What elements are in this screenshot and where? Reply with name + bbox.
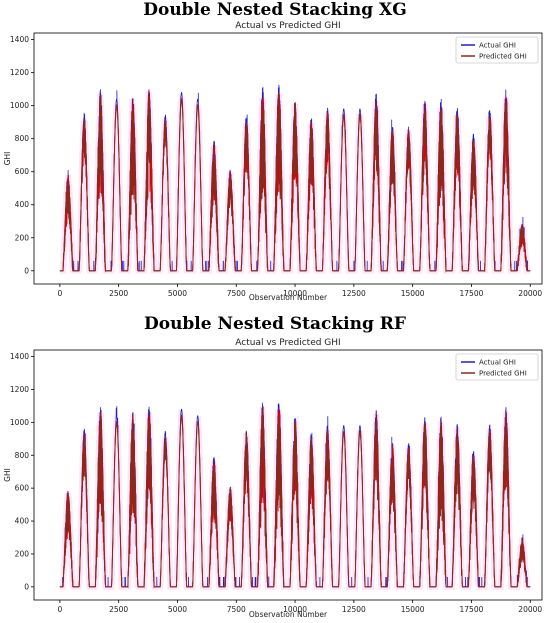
legend-label: Actual GHI — [479, 42, 516, 50]
x-tick-label: 12500 — [342, 605, 366, 614]
axes-frame — [33, 32, 543, 285]
chart-rf: Actual vs Predicted GHI 0 2500 5000 7500 1000… — [3, 338, 543, 619]
legend-label: Actual GHI — [479, 359, 516, 367]
x-tick-label: 12500 — [342, 289, 366, 298]
x-tick-label: 5000 — [168, 605, 187, 614]
y-tick-label: 400 — [15, 517, 30, 526]
y-axis-label: GHI — [3, 152, 12, 166]
y-tick-label: 1200 — [10, 68, 29, 77]
x-tick-label: 10000 — [283, 605, 307, 614]
series-line-predicted — [59, 93, 531, 273]
y-tick-label: 200 — [15, 233, 30, 242]
figure-rf: Double Nested Stacking RF Actual vs Pred… — [0, 314, 550, 623]
x-tick-label: 7500 — [227, 289, 246, 298]
y-tick-label: 1400 — [10, 35, 29, 44]
x-tick-label: 0 — [57, 289, 62, 298]
legend: Actual GHI Predicted GHI — [455, 36, 539, 64]
legend-label: Predicted GHI — [479, 53, 527, 61]
y-axis-label: GHI — [3, 468, 12, 482]
x-tick-label: 0 — [57, 605, 62, 614]
y-tick-label: 800 — [15, 134, 30, 143]
x-axis-label: Observation Number — [249, 610, 328, 619]
figure-xg: Double Nested Stacking XG Actual vs Pred… — [3, 0, 543, 302]
chart-title: Actual vs Predicted GHI — [235, 21, 340, 31]
x-tick-label: 2500 — [109, 605, 128, 614]
y-tick-label: 0 — [24, 266, 29, 275]
figure-heading-rf: Double Nested Stacking RF — [143, 314, 406, 334]
y-tick-label: 600 — [15, 167, 30, 176]
x-tick-label: 20000 — [518, 605, 542, 614]
y-tick-label: 600 — [15, 484, 30, 493]
y-tick-label: 1200 — [10, 385, 29, 394]
axes-frame — [33, 349, 543, 601]
x-tick-label: 17500 — [460, 605, 484, 614]
legend-box — [455, 353, 539, 381]
chart-xg: Actual vs Predicted GHI 0 2500 5000 7500 1000… — [3, 21, 543, 302]
y-tick-label: 800 — [15, 451, 30, 460]
plot-area — [59, 84, 531, 274]
legend: Actual GHI Predicted GHI — [455, 353, 539, 381]
y-tick-label: 200 — [15, 549, 30, 558]
x-tick-label: 15000 — [401, 605, 425, 614]
y-tick-label: 1400 — [10, 352, 29, 361]
series-line-predicted — [59, 406, 531, 589]
plot-area — [59, 402, 531, 592]
x-tick-label: 15000 — [401, 289, 425, 298]
y-tick-label: 1000 — [10, 101, 29, 110]
x-tick-label: 7500 — [227, 605, 246, 614]
legend-label: Predicted GHI — [479, 370, 527, 378]
x-tick-label: 20000 — [518, 289, 542, 298]
x-tick-label: 2500 — [109, 289, 128, 298]
y-tick-label: 400 — [15, 200, 30, 209]
legend-box — [455, 36, 539, 64]
x-axis-label: Observation Number — [249, 293, 328, 302]
x-tick-label: 10000 — [283, 289, 307, 298]
y-tick-label: 0 — [24, 582, 29, 591]
chart-title: Actual vs Predicted GHI — [235, 338, 340, 348]
x-tick-label: 17500 — [460, 289, 484, 298]
x-tick-label: 5000 — [168, 289, 187, 298]
figure-heading-xg: Double Nested Stacking XG — [143, 0, 407, 20]
y-tick-label: 1000 — [10, 418, 29, 427]
